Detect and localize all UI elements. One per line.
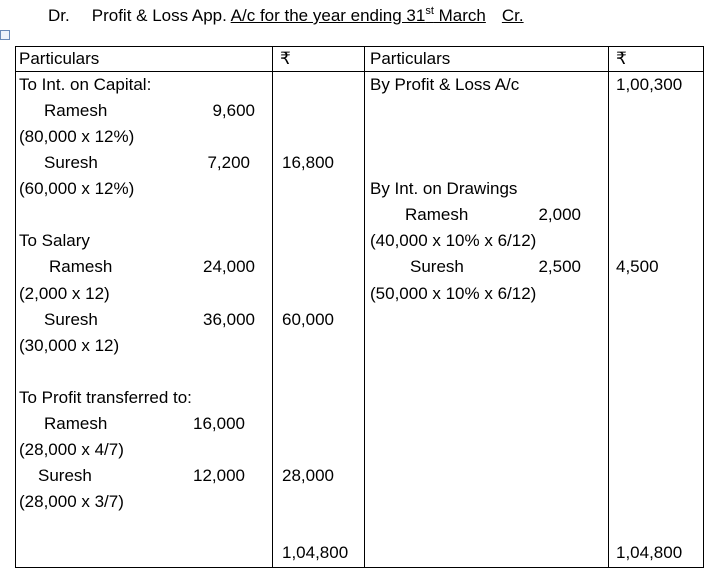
name: Ramesh xyxy=(405,205,469,224)
calculation: (40,000 x 10% x 6/12) xyxy=(370,231,537,250)
amount: 1,00,300 xyxy=(616,75,683,94)
title-text: Profit & Loss App. xyxy=(91,6,231,25)
title-text: March xyxy=(433,6,486,25)
cr-label: Cr. xyxy=(501,6,524,25)
title-text: A/c for the year ending 31 xyxy=(230,6,426,25)
calculation: (50,000 x 10% x 6/12) xyxy=(370,284,537,303)
amount: 2,000 xyxy=(538,205,581,224)
name: Suresh xyxy=(44,310,98,329)
amount: 2,500 xyxy=(538,257,581,276)
calculation: (60,000 x 12%) xyxy=(19,179,135,198)
border xyxy=(15,46,704,47)
amount: 24,000 xyxy=(203,257,255,276)
column-header: Particulars xyxy=(370,49,451,68)
title: Dr. Profit & Loss App. A/c for the year e… xyxy=(48,5,524,27)
grand-total: 1,04,800 xyxy=(282,543,349,562)
amount: 16,000 xyxy=(193,414,245,433)
grand-total: 1,04,800 xyxy=(616,543,683,562)
total: 16,800 xyxy=(282,153,334,172)
column-header: ₹ xyxy=(616,49,627,68)
calculation: (28,000 x 3/7) xyxy=(19,492,124,511)
total: 4,500 xyxy=(616,257,659,276)
amount: 7,200 xyxy=(207,153,250,172)
border xyxy=(272,46,273,568)
title-text: A/c for the year ending 31st March xyxy=(230,5,486,26)
amount: 9,600 xyxy=(212,101,255,120)
column-header: ₹ xyxy=(280,49,291,68)
border xyxy=(15,46,16,568)
heading: To Profit transferred to: xyxy=(19,388,192,407)
name: Suresh xyxy=(38,466,92,485)
border xyxy=(703,46,704,568)
dr-label: Dr. xyxy=(48,6,70,25)
border xyxy=(15,71,704,72)
calculation: (28,000 x 4/7) xyxy=(19,440,124,459)
name: Ramesh xyxy=(44,101,108,120)
amount: 36,000 xyxy=(203,310,255,329)
total: 60,000 xyxy=(282,310,334,329)
name: Ramesh xyxy=(49,257,113,276)
border xyxy=(364,46,365,568)
total: 28,000 xyxy=(282,466,334,485)
calculation: (2,000 x 12) xyxy=(19,284,110,303)
calculation: (30,000 x 12) xyxy=(19,336,120,355)
amount: 12,000 xyxy=(193,466,245,485)
heading: To Int. on Capital: xyxy=(19,75,152,94)
border xyxy=(608,46,609,568)
column-header: Particulars xyxy=(19,49,100,68)
heading: By Int. on Drawings xyxy=(370,179,518,198)
name: Suresh xyxy=(44,153,98,172)
heading: By Profit & Loss A/c xyxy=(370,75,520,94)
name: Suresh xyxy=(410,257,464,276)
superscript: st xyxy=(425,5,434,17)
border xyxy=(15,567,704,568)
table-handle[interactable] xyxy=(0,30,10,40)
calculation: (80,000 x 12%) xyxy=(19,127,135,146)
heading: To Salary xyxy=(19,231,90,250)
name: Ramesh xyxy=(44,414,108,433)
